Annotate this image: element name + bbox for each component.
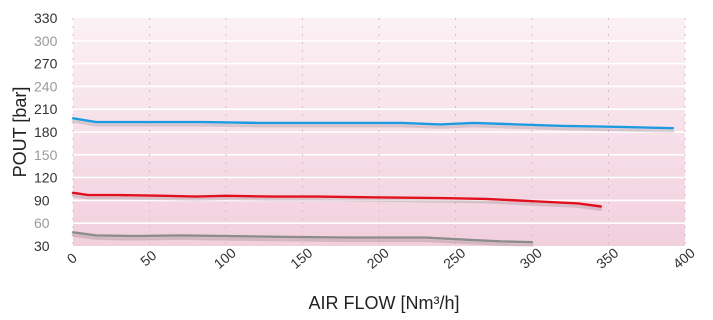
y-tick-label: 330 <box>34 10 58 26</box>
y-tick-label: 150 <box>34 147 58 163</box>
series-line-1 <box>71 117 674 130</box>
y-tick-label: 270 <box>34 56 58 72</box>
x-tick-label: 50 <box>137 247 159 269</box>
x-tick-label: 300 <box>517 244 545 271</box>
y-tick-label: 30 <box>34 238 50 254</box>
x-tick-label: 100 <box>211 244 239 271</box>
y-tick-label: 60 <box>34 215 50 231</box>
y-axis-ticks: 30 60 90 120 150 180 210 240 270 300 330 <box>34 10 58 254</box>
series-line-shadow <box>71 233 534 247</box>
y-tick-label: 90 <box>34 192 50 208</box>
x-tick-label: 400 <box>670 244 698 271</box>
series-lines <box>71 117 675 247</box>
x-tick-label: 350 <box>593 244 621 271</box>
grid <box>72 18 686 246</box>
x-tick-label: 200 <box>364 244 392 271</box>
x-axis-ticks: 0 50 100 150 200 250 300 350 400 <box>64 244 698 271</box>
x-axis-title: AIR FLOW [Nm³/h] <box>308 293 459 313</box>
y-tick-label: 300 <box>34 33 58 49</box>
y-axis-title: POUT [bar] <box>10 87 30 178</box>
x-tick-label: 150 <box>287 244 315 271</box>
y-tick-label: 180 <box>34 124 58 140</box>
series-line-shadow <box>71 119 675 133</box>
y-tick-label: 210 <box>34 101 58 117</box>
y-tick-label: 120 <box>34 170 58 186</box>
y-tick-label: 240 <box>34 78 58 94</box>
series-line-3 <box>71 231 534 244</box>
series-line-2 <box>71 191 603 208</box>
x-tick-label: 250 <box>440 244 468 271</box>
x-tick-label: 0 <box>64 249 80 266</box>
series-line-shadow <box>71 194 603 211</box>
